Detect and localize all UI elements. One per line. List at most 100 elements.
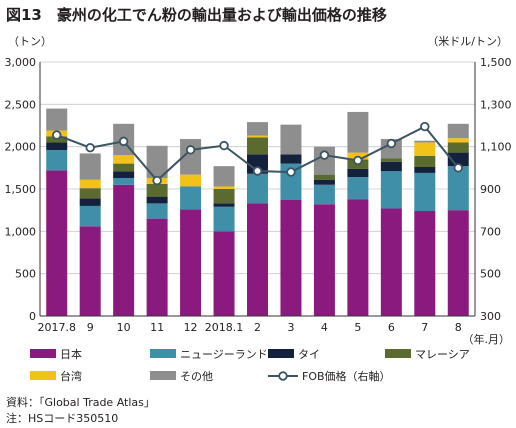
bar-segment (380, 161, 402, 172)
left-tick-label: 3,000 (5, 56, 37, 69)
bar-segment (414, 211, 436, 316)
x-tick-label: 2018.1 (205, 321, 244, 334)
x-axis-unit: （年.月） (463, 332, 511, 346)
source-note: 資料：「Global Trade Atlas」 (6, 395, 155, 409)
fob-price-line (52, 121, 463, 186)
bar-segment (79, 153, 101, 180)
bar-segment (113, 184, 135, 316)
x-tick-label: 3 (287, 321, 294, 334)
left-tick-label: 2,500 (5, 98, 37, 111)
legend-swatch (268, 349, 294, 358)
legend-line-marker (278, 371, 288, 381)
bar-segment (213, 206, 235, 232)
x-tick-label: 12 (184, 321, 198, 334)
x-tick-label: 8 (455, 321, 462, 334)
bar-segment (380, 171, 402, 209)
bar-segment (313, 204, 335, 316)
fob-line-point (185, 145, 196, 155)
legend-label: タイ (298, 348, 320, 361)
x-tick-label: 2017.8 (37, 321, 76, 334)
x-tick-label: 4 (321, 321, 328, 334)
right-tick-label: 700 (480, 225, 501, 238)
bar-segment (146, 218, 168, 316)
bar-segment (347, 177, 369, 200)
bar-segment (213, 186, 235, 189)
bar-segment (414, 142, 436, 156)
bar-segment (146, 203, 168, 219)
fob-line-point (85, 143, 95, 153)
bars (46, 108, 469, 316)
bar-segment (113, 163, 135, 172)
bar-segment (46, 170, 68, 316)
fob-line-point (453, 163, 463, 173)
fob-line-point (353, 155, 363, 166)
bar-segment (347, 111, 369, 153)
x-tick-label: 6 (388, 321, 395, 334)
bar-segment (280, 154, 302, 164)
bar-segment (380, 158, 402, 162)
bar-segment (280, 124, 302, 155)
x-tick-label: 7 (421, 321, 428, 334)
bar-segment (247, 203, 268, 316)
bar-segment (113, 171, 135, 178)
right-axis-unit: （米ドル/トン） (427, 35, 508, 48)
bar-segment (46, 142, 68, 151)
bar-segment (180, 209, 202, 316)
legend-label: FOB価格（右軸） (302, 369, 391, 383)
fob-line-point (286, 167, 296, 177)
fob-line-point (386, 138, 397, 149)
chart-title: 図13 豪州の化工でん粉の輸出量および輸出価格の推移 (6, 6, 387, 24)
bar-segment (447, 210, 469, 316)
bar-segment (313, 179, 335, 185)
bar-segment (247, 137, 268, 155)
legend-label: 台湾 (60, 369, 82, 383)
fob-line-point (118, 136, 129, 147)
bar-segment (414, 172, 436, 212)
bar-segment (414, 140, 436, 143)
right-tick-label: 1,100 (480, 141, 512, 154)
legend-swatch (150, 349, 176, 358)
right-tick-label: 1,300 (480, 98, 512, 111)
legend-label: ニュージーランド (180, 348, 268, 361)
bar-segment (180, 186, 202, 210)
bar-segment (414, 166, 436, 173)
fob-line-point (252, 166, 263, 176)
bar-segment (247, 154, 268, 174)
x-tick-label: 2 (254, 321, 261, 334)
bar-segment (247, 122, 268, 136)
left-axis-unit: （トン） (8, 35, 52, 48)
bar-segment (213, 166, 235, 187)
fob-line-point (219, 140, 229, 151)
legend-label: その他 (180, 370, 213, 383)
fob-line-point (420, 121, 430, 132)
x-tick-label: 10 (117, 321, 131, 334)
legend-swatch (30, 349, 56, 358)
bar-segment (79, 198, 101, 206)
left-tick-label: 1,500 (5, 183, 37, 196)
bar-segment (247, 173, 268, 204)
hs-code-note: 注：HSコード350510 (6, 411, 118, 425)
left-tick-label: 2,000 (5, 141, 37, 154)
bar-segment (146, 183, 168, 197)
legend-swatch (385, 349, 411, 358)
bar-segment (280, 200, 302, 316)
bar-segment (380, 208, 402, 316)
bar-segment (347, 199, 369, 316)
left-tick-label: 500 (15, 268, 36, 281)
bar-segment (180, 174, 202, 187)
bar-segment (247, 135, 268, 138)
x-tick-label: 5 (354, 321, 361, 334)
bar-segment (313, 146, 335, 175)
bar-segment (213, 203, 235, 207)
legend-swatch (150, 371, 176, 380)
bar-segment (113, 177, 135, 185)
bar-segment (447, 138, 469, 143)
bar-segment (180, 139, 202, 175)
bar-segment (380, 139, 402, 159)
fob-line-point (152, 175, 162, 186)
right-tick-label: 500 (480, 268, 501, 281)
bar-segment (79, 226, 101, 316)
bar-segment (313, 174, 335, 180)
bar-segment (213, 231, 235, 316)
